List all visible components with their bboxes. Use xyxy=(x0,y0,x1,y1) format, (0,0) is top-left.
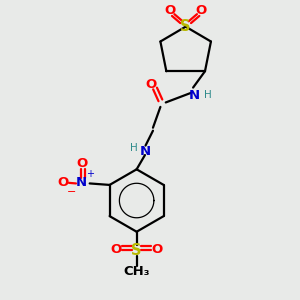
Text: H: H xyxy=(204,90,212,100)
Text: CH₃: CH₃ xyxy=(123,265,150,278)
Text: N: N xyxy=(76,176,87,189)
Text: O: O xyxy=(165,4,176,17)
Text: S: S xyxy=(180,19,191,34)
Text: +: + xyxy=(86,169,94,179)
Text: H: H xyxy=(130,143,138,153)
Text: O: O xyxy=(57,176,69,189)
Text: S: S xyxy=(131,243,142,258)
Text: O: O xyxy=(76,157,88,170)
Text: O: O xyxy=(196,4,207,17)
Text: N: N xyxy=(140,145,151,158)
Text: O: O xyxy=(151,243,163,256)
Text: −: − xyxy=(67,187,76,197)
Text: N: N xyxy=(188,88,200,101)
Text: O: O xyxy=(146,78,157,91)
Text: O: O xyxy=(111,243,122,256)
